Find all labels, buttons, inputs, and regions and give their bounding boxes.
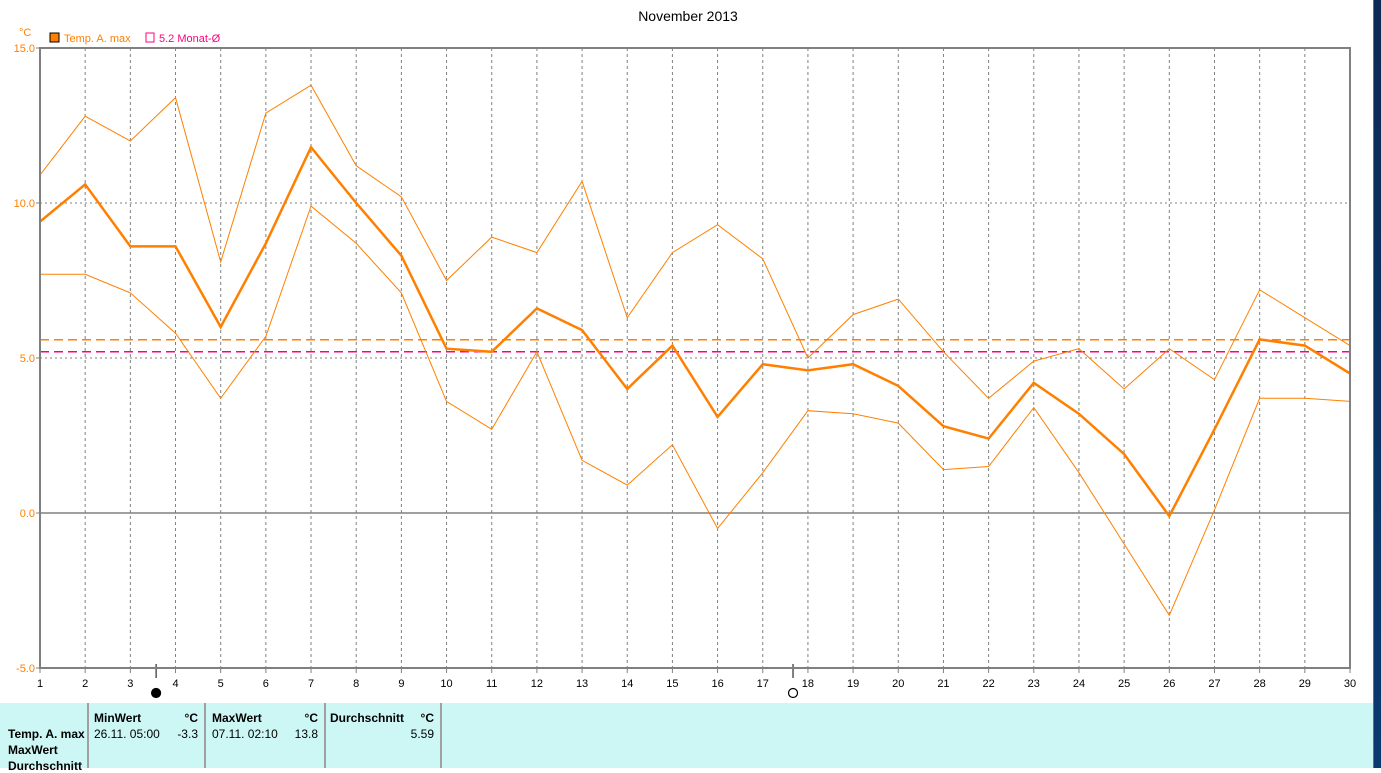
avg-unit: °C — [421, 711, 434, 725]
window-edge — [1373, 0, 1381, 768]
y-tick-label: 0.0 — [20, 508, 35, 520]
x-tick-label: 13 — [576, 678, 588, 690]
avg-column: Durchschnitt °C 5.59 — [326, 703, 442, 768]
max-header: MaxWert — [212, 711, 262, 725]
x-tick-label: 3 — [127, 678, 133, 690]
x-tick-label: 2 — [82, 678, 88, 690]
x-tick-label: 19 — [847, 678, 859, 690]
min-value: -3.3 — [177, 727, 198, 741]
chart-title: November 2013 — [638, 8, 738, 24]
x-tick-label: 5 — [218, 678, 224, 690]
min-column: MinWert °C 26.11. 05:00 -3.3 — [89, 703, 206, 768]
x-tick-label: 9 — [398, 678, 404, 690]
legend-swatch-temp — [50, 33, 59, 42]
max-date: 07.11. 02:10 — [212, 727, 278, 741]
avg-header: Durchschnitt — [330, 711, 404, 725]
legend-label-monthly-avg: 5.2 Monat-Ø — [159, 33, 221, 45]
x-tick-label: 27 — [1208, 678, 1220, 690]
x-tick-label: 16 — [711, 678, 723, 690]
x-tick-label: 18 — [802, 678, 814, 690]
legend-swatch-monthly-avg — [146, 33, 154, 42]
x-tick-label: 1 — [37, 678, 43, 690]
max-column: MaxWert °C 07.11. 02:10 13.8 — [206, 703, 326, 768]
series-line-2 — [40, 206, 1350, 615]
x-tick-label: 23 — [1028, 678, 1040, 690]
x-tick-label: 30 — [1344, 678, 1356, 690]
x-tick-label: 21 — [937, 678, 949, 690]
avg-value: 5.59 — [411, 727, 434, 741]
row-label-max: MaxWert — [8, 743, 58, 757]
row-label-temp: Temp. A. max — [8, 727, 85, 741]
x-tick-label: 28 — [1254, 678, 1266, 690]
y-tick-label: 15.0 — [14, 43, 35, 55]
x-tick-label: 24 — [1073, 678, 1085, 690]
x-tick-label: 12 — [531, 678, 543, 690]
temperature-chart: November 2013 °C Temp. A. max 5.2 Monat-… — [0, 0, 1373, 703]
new-moon-icon — [152, 689, 161, 698]
row-labels-column: Temp. A. max MaxWert Durchschnitt — [0, 703, 89, 768]
x-tick-label: 25 — [1118, 678, 1130, 690]
max-value: 13.8 — [295, 727, 318, 741]
x-tick-label: 17 — [757, 678, 769, 690]
x-tick-label: 14 — [621, 678, 633, 690]
row-label-avg: Durchschnitt — [8, 759, 82, 773]
full-moon-icon — [789, 689, 798, 698]
y-axis-unit: °C — [19, 27, 31, 39]
stats-table: Temp. A. max MaxWert Durchschnitt MinWer… — [0, 703, 1373, 768]
min-date: 26.11. 05:00 — [94, 727, 160, 741]
x-tick-label: 10 — [440, 678, 452, 690]
x-tick-label: 6 — [263, 678, 269, 690]
max-unit: °C — [305, 711, 318, 725]
x-tick-label: 29 — [1299, 678, 1311, 690]
y-tick-label: 10.0 — [14, 198, 35, 210]
y-tick-label: 5.0 — [20, 353, 35, 365]
x-tick-label: 15 — [666, 678, 678, 690]
x-tick-label: 22 — [982, 678, 994, 690]
x-tick-label: 7 — [308, 678, 314, 690]
legend-label-temp: Temp. A. max — [64, 33, 131, 45]
x-tick-label: 11 — [486, 678, 497, 690]
min-unit: °C — [185, 711, 198, 725]
x-tick-label: 20 — [892, 678, 904, 690]
min-header: MinWert — [94, 711, 141, 725]
y-tick-label: -5.0 — [16, 663, 35, 675]
x-tick-label: 4 — [172, 678, 178, 690]
x-tick-label: 26 — [1163, 678, 1175, 690]
x-tick-label: 8 — [353, 678, 359, 690]
legend: Temp. A. max 5.2 Monat-Ø — [50, 33, 221, 45]
